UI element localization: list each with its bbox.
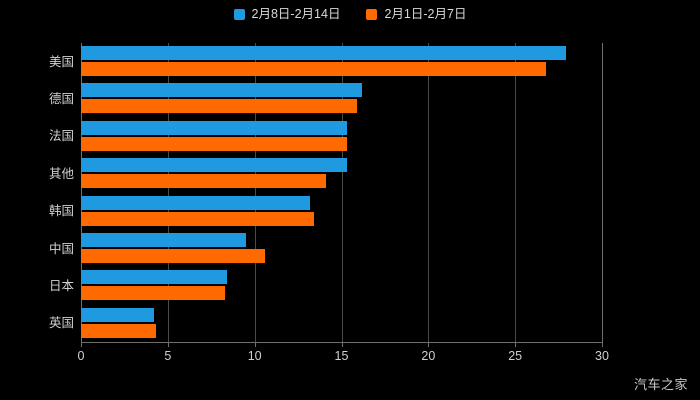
gridline [428, 43, 430, 342]
bar[interactable] [81, 270, 227, 285]
x-tick-label: 5 [164, 349, 172, 363]
category-label: 中国 [48, 241, 74, 256]
legend-label: 2月1日-2月7日 [384, 7, 467, 21]
bar[interactable] [81, 120, 347, 135]
x-tick [254, 342, 256, 347]
x-tick [515, 342, 517, 347]
gridline [341, 43, 343, 342]
category-label: 其他 [48, 166, 74, 181]
bar[interactable] [81, 62, 547, 76]
legend-entry[interactable]: 2月8日-2月14日 [233, 7, 341, 21]
legend-label: 2月8日-2月14日 [251, 7, 341, 21]
x-tick [341, 342, 343, 347]
x-tick-label: 10 [247, 349, 262, 363]
category-label: 英国 [48, 316, 74, 331]
bar[interactable] [81, 286, 226, 301]
category-label: 法国 [48, 129, 74, 144]
bar[interactable] [81, 248, 266, 263]
legend-swatch-icon [366, 8, 378, 20]
gridline [602, 43, 603, 342]
gridline [167, 43, 169, 342]
bar-group [81, 193, 602, 230]
bar[interactable] [81, 232, 246, 247]
category-label: 日本 [48, 278, 74, 293]
bar[interactable] [81, 211, 314, 226]
x-tick-label: 0 [77, 349, 85, 363]
legend-entry[interactable]: 2月1日-2月7日 [366, 8, 466, 21]
gridline [515, 43, 517, 342]
bar-group [81, 155, 602, 192]
chart-legend: 2月8日-2月14日 2月1日-2月7日 [0, 8, 700, 21]
x-tick [602, 342, 603, 347]
bar[interactable] [81, 136, 347, 151]
x-tick [167, 342, 169, 347]
plot-area [81, 43, 603, 342]
gridline [254, 43, 256, 342]
bar[interactable] [81, 83, 363, 98]
bar-group [81, 267, 602, 304]
bar-groups [81, 43, 602, 342]
bar[interactable] [81, 46, 566, 60]
bar-group [81, 305, 602, 342]
category-label: 美国 [48, 54, 74, 69]
category-axis-labels: 美国德国法国其他韩国中国日本英国 [0, 43, 74, 342]
x-tick [428, 342, 430, 347]
bar[interactable] [81, 174, 326, 189]
x-tick-label: 30 [595, 349, 609, 363]
bar[interactable] [81, 158, 347, 173]
bar[interactable] [81, 307, 154, 322]
category-label: 韩国 [48, 204, 74, 219]
legend-swatch-icon [233, 8, 245, 20]
bar-group [81, 43, 602, 80]
bar[interactable] [81, 195, 311, 210]
x-tick-label: 15 [334, 349, 349, 363]
category-label: 德国 [48, 92, 74, 107]
x-tick-label: 20 [421, 349, 436, 363]
bar[interactable] [81, 99, 358, 114]
bar[interactable] [81, 323, 156, 338]
x-tick-label: 25 [508, 349, 523, 363]
bar-group [81, 230, 602, 267]
bar-group [81, 80, 602, 117]
gridline [81, 43, 82, 342]
bar-group [81, 118, 602, 155]
watermark: 汽车之家 [633, 377, 688, 392]
x-tick [81, 342, 82, 347]
